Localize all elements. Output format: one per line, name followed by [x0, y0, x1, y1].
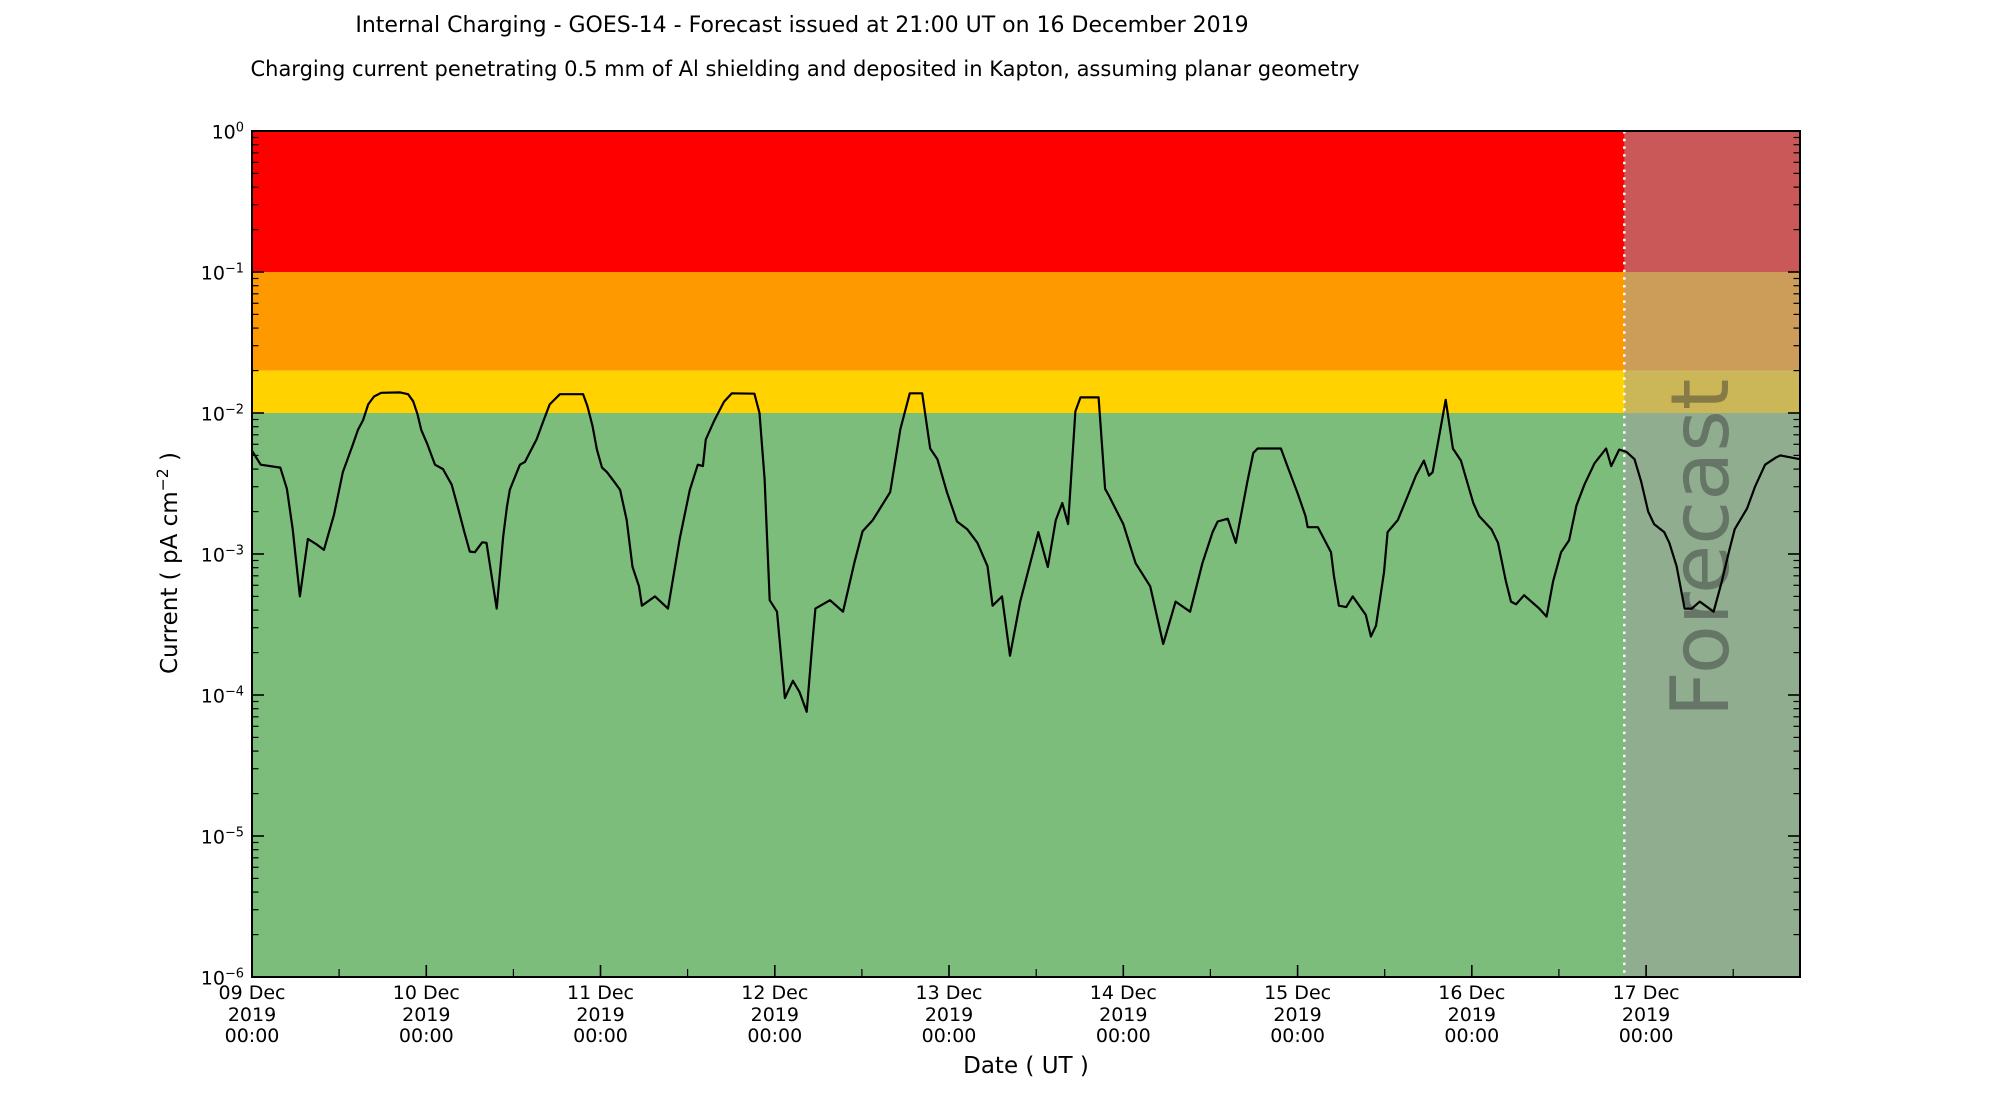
risk-band-orange: [252, 272, 1800, 371]
y-tick-label: 10−2: [200, 402, 244, 426]
chart-subtitle: Charging current penetrating 0.5 mm of A…: [250, 57, 1360, 81]
risk-band-red: [252, 131, 1800, 272]
plot-border: [251, 130, 1801, 978]
y-axis-label-suffix: ): [156, 451, 183, 469]
risk-band-green: [252, 413, 1800, 977]
y-tick-label: 10−1: [200, 261, 244, 285]
x-tick-label: 14 Dec 2019 00:00: [1089, 982, 1157, 1047]
x-tick-label: 16 Dec 2019 00:00: [1438, 982, 1506, 1047]
x-tick-label: 09 Dec 2019 00:00: [218, 982, 286, 1047]
y-tick-label: 10−5: [200, 825, 244, 849]
y-tick-label: 10−4: [200, 684, 244, 708]
x-tick-label: 10 Dec 2019 00:00: [392, 982, 460, 1047]
risk-band-yellow: [252, 370, 1800, 413]
x-tick-label: 13 Dec 2019 00:00: [915, 982, 983, 1047]
x-tick-label: 17 Dec 2019 00:00: [1612, 982, 1680, 1047]
x-tick-label: 12 Dec 2019 00:00: [741, 982, 809, 1047]
y-axis-label: Current ( pA cm−2 ): [153, 452, 183, 674]
current-line: [250, 391, 1802, 713]
x-tick-label: 15 Dec 2019 00:00: [1264, 982, 1332, 1047]
y-tick-label: 100: [211, 120, 244, 144]
chart-title: Internal Charging - GOES-14 - Forecast i…: [355, 13, 1249, 38]
forecast-watermark: Forecast: [1654, 379, 1747, 718]
y-tick-label: 10−3: [200, 543, 244, 567]
forecast-overlay: [1624, 131, 1800, 977]
y-axis-label-text: Current ( pA cm: [156, 491, 183, 675]
x-axis-label: Date ( UT ): [963, 1053, 1089, 1079]
x-tick-label: 11 Dec 2019 00:00: [567, 982, 634, 1047]
y-axis-label-exponent: −2: [153, 468, 173, 492]
y-tick-label: 10−6: [200, 966, 244, 990]
